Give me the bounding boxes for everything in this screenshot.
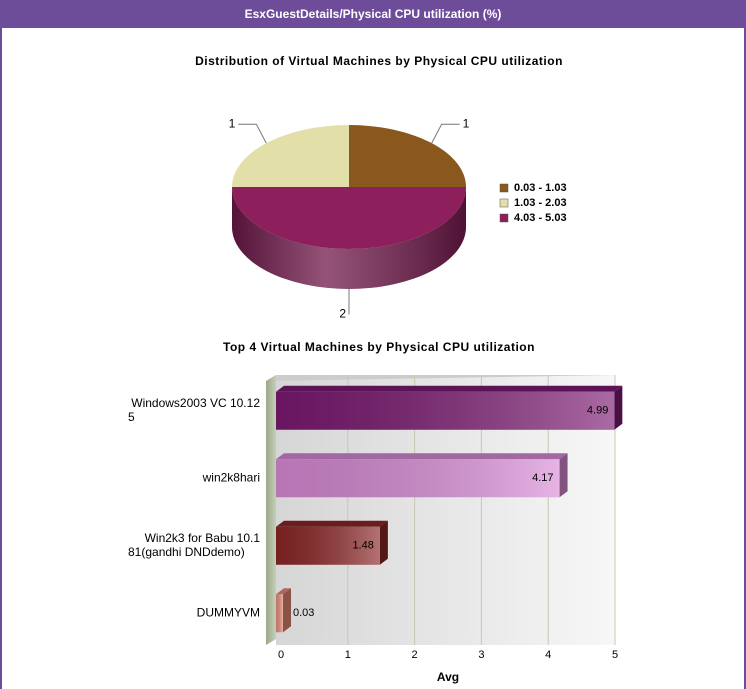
bar-side xyxy=(614,385,623,430)
header-title: EsxGuestDetails/Physical CPU utilization… xyxy=(245,7,502,21)
bar-shine xyxy=(276,391,615,430)
legend-label: 4.03 - 5.03 xyxy=(514,212,567,224)
legend-swatch xyxy=(499,183,509,193)
x-tick-label: 2 xyxy=(412,649,418,661)
legend-swatch xyxy=(499,198,509,208)
pie-slice xyxy=(349,125,466,187)
bar-shine xyxy=(276,594,284,633)
x-tick-label: 0 xyxy=(278,649,284,661)
data-label: 1 xyxy=(229,116,236,130)
legend-label: 0.03 - 1.03 xyxy=(514,182,567,194)
pie-slice xyxy=(232,187,466,249)
bar-top xyxy=(276,588,292,595)
bar-side xyxy=(283,588,292,633)
left-wall xyxy=(266,375,276,645)
bar-top xyxy=(276,453,568,460)
pie-slice xyxy=(232,125,349,187)
data-label: 1 xyxy=(463,116,470,130)
y-tick-label: DUMMYVM xyxy=(197,605,260,619)
legend-label: 1.03 - 2.03 xyxy=(514,197,567,209)
y-tick-label: win2k8hari xyxy=(202,470,260,484)
data-label: 0.03 xyxy=(293,607,314,619)
x-axis-label: Avg xyxy=(437,670,459,684)
pie-slice-side-shine xyxy=(232,187,466,289)
x-tick-label: 4 xyxy=(545,649,551,661)
x-tick-label: 5 xyxy=(612,649,618,661)
bar-top xyxy=(276,385,623,392)
y-tick-label: Win2k3 for Babu 10.1 81(gandhi DNDdemo) xyxy=(128,531,260,559)
data-label: 4.99 xyxy=(587,405,608,417)
data-label: 2 xyxy=(339,307,346,321)
top-wall xyxy=(266,375,615,381)
data-label: 4.17 xyxy=(532,472,553,484)
y-tick-label: Windows2003 VC 10.12 5 xyxy=(128,396,260,424)
pie-title: Distribution of Virtual Machines by Phys… xyxy=(195,54,563,68)
bar-side xyxy=(379,520,388,565)
bar-shine xyxy=(276,459,560,498)
header-bar xyxy=(0,0,746,28)
bar-top xyxy=(276,520,388,527)
bar-shine xyxy=(276,526,380,565)
leader-line xyxy=(431,123,460,144)
leader-line xyxy=(238,123,267,144)
data-label: 1.48 xyxy=(352,540,373,552)
x-tick-label: 1 xyxy=(345,649,351,661)
bar-title: Top 4 Virtual Machines by Physical CPU u… xyxy=(223,340,535,354)
legend-swatch xyxy=(499,213,509,223)
x-tick-label: 3 xyxy=(478,649,484,661)
bar-side xyxy=(559,453,568,498)
